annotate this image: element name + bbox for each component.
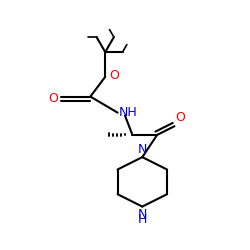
Text: N: N [138, 208, 147, 221]
Text: NH: NH [119, 106, 138, 119]
Text: N: N [138, 143, 147, 156]
Text: O: O [176, 111, 186, 124]
Text: O: O [48, 92, 58, 105]
Text: O: O [109, 69, 119, 82]
Text: H: H [138, 213, 147, 226]
